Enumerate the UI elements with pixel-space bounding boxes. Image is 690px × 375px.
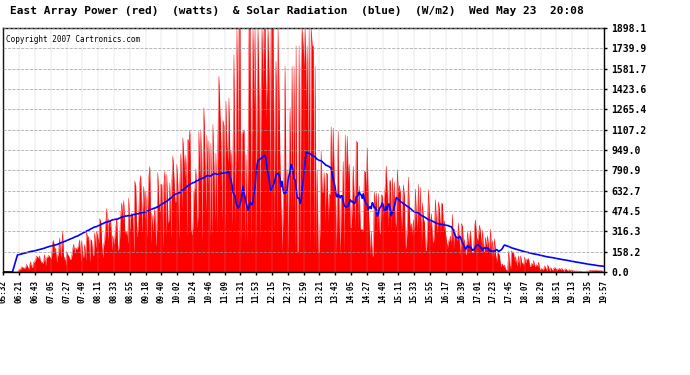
Text: Copyright 2007 Cartronics.com: Copyright 2007 Cartronics.com: [6, 36, 141, 45]
Text: East Array Power (red)  (watts)  & Solar Radiation  (blue)  (W/m2)  Wed May 23  : East Array Power (red) (watts) & Solar R…: [10, 6, 584, 16]
